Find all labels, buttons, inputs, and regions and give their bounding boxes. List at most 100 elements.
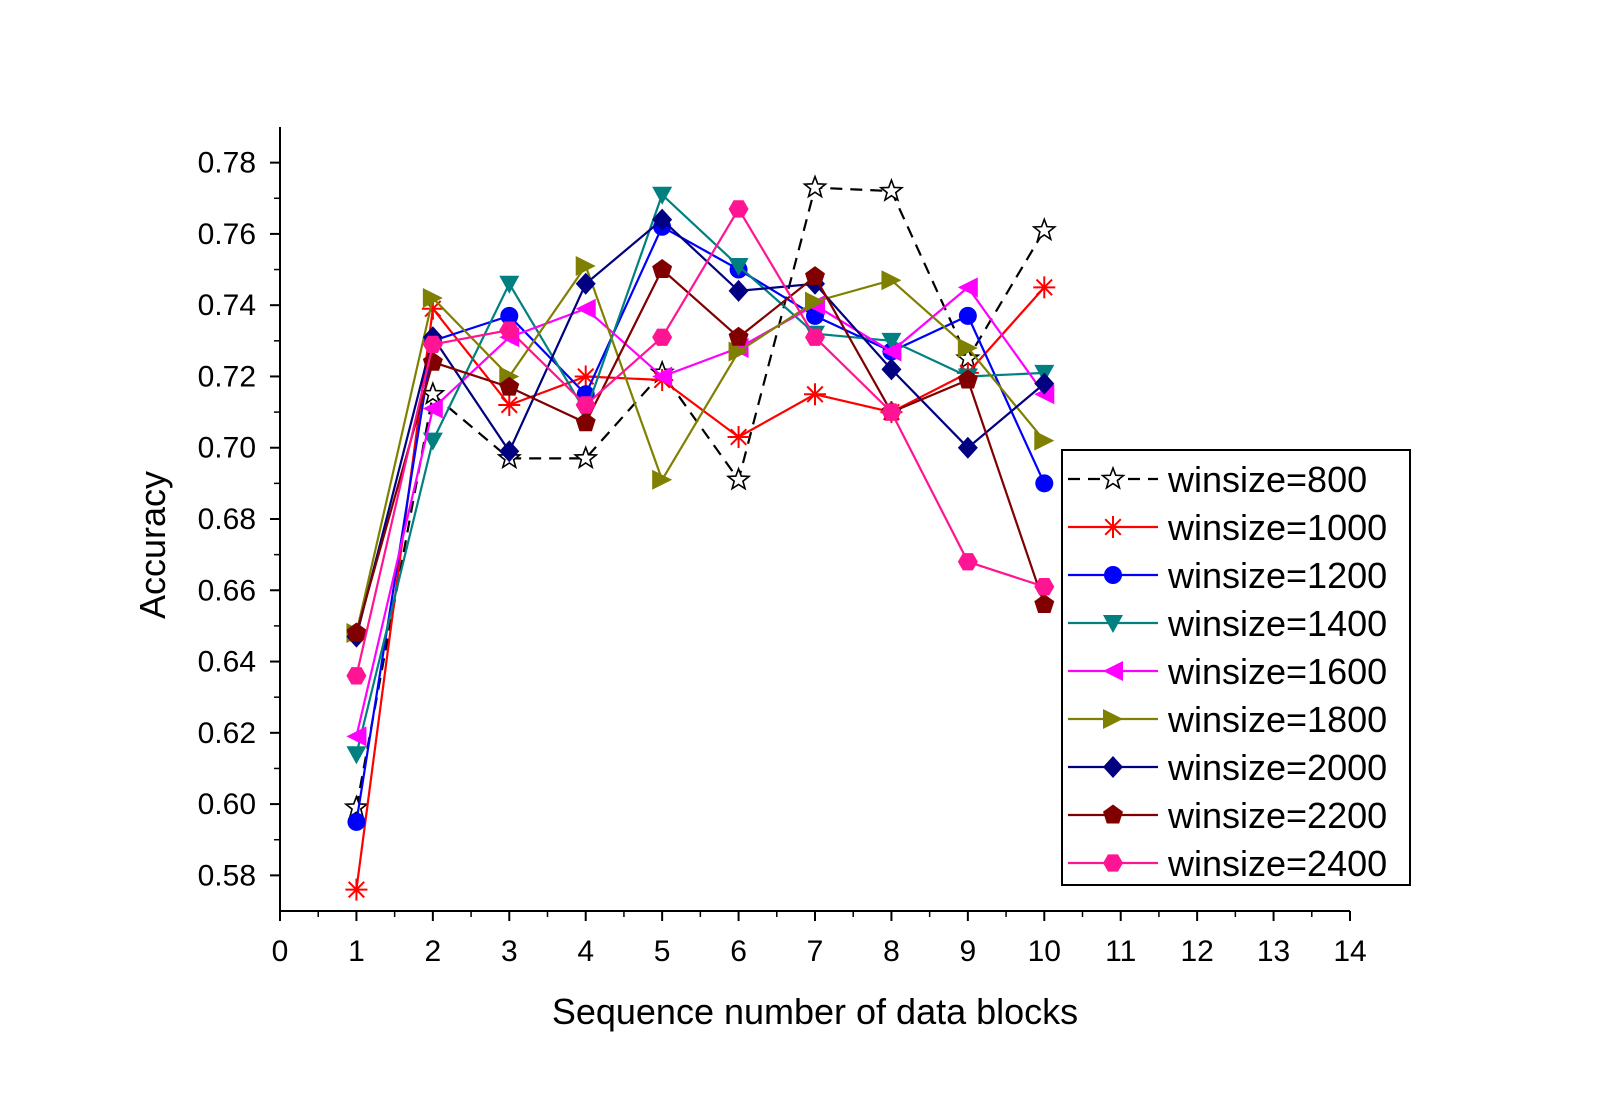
data-point (652, 469, 673, 490)
data-point (1034, 430, 1055, 451)
data-point (345, 878, 368, 901)
data-point (1034, 594, 1055, 614)
data-point (575, 396, 596, 414)
series-line (355, 225, 1046, 823)
data-point (958, 306, 977, 325)
y-tick-label: 0.72 (198, 360, 256, 393)
legend-label: winsize=2000 (1167, 747, 1387, 788)
data-point (881, 341, 902, 362)
legend-item: winsize=2200 (1068, 795, 1387, 836)
y-tick-label: 0.74 (198, 289, 256, 322)
legend-item: winsize=1600 (1068, 651, 1387, 692)
data-point (957, 553, 978, 571)
data-point (422, 335, 443, 354)
data-point (652, 186, 673, 205)
data-point (728, 341, 749, 362)
x-tick-label: 4 (577, 935, 594, 968)
data-point (346, 622, 367, 642)
legend-marker (1103, 854, 1123, 872)
x-tick-label: 7 (807, 935, 824, 968)
x-tick-label: 12 (1180, 935, 1213, 968)
data-point (575, 255, 596, 276)
data-point (498, 393, 521, 416)
x-tick-label: 10 (1028, 935, 1061, 968)
legend-item: winsize=1000 (1068, 507, 1387, 548)
y-tick-label: 0.68 (198, 503, 256, 536)
legend-marker (1103, 615, 1123, 633)
data-point (957, 277, 978, 298)
data-point (500, 306, 519, 325)
x-tick-label: 2 (425, 935, 442, 968)
data-point (1034, 578, 1055, 596)
series-winsize-2200 (346, 259, 1055, 642)
x-tick-label: 0 (272, 935, 289, 968)
data-point (728, 326, 749, 346)
legend-marker (1103, 661, 1123, 681)
y-tick-label: 0.76 (198, 218, 256, 251)
series-line (355, 218, 1046, 637)
x-tick-label: 5 (654, 935, 671, 968)
series-line (355, 192, 1045, 755)
legend-marker (1103, 804, 1123, 824)
y-tick-label: 0.78 (198, 147, 256, 180)
data-point (805, 291, 825, 312)
data-point (499, 321, 520, 339)
legend-item: winsize=2000 (1068, 747, 1387, 788)
data-point (575, 272, 596, 295)
series-line (355, 206, 1045, 677)
data-point (346, 726, 367, 747)
data-point (804, 383, 826, 406)
legend-label: winsize=1800 (1167, 699, 1387, 740)
data-point (727, 426, 750, 449)
data-point (1035, 474, 1054, 493)
series-winsize-2000 (346, 208, 1055, 648)
x-tick-label: 1 (348, 935, 365, 968)
data-point (422, 398, 443, 419)
series-layer (343, 174, 1057, 901)
series-line (355, 286, 1046, 890)
data-point (499, 376, 520, 396)
x-tick-label: 8 (883, 935, 900, 968)
legend: winsize=800 winsize=1000 winsize=1200 winsi… (1061, 449, 1411, 886)
series-line (355, 186, 1046, 808)
data-point (805, 328, 825, 346)
y-tick-label: 0.66 (198, 574, 256, 607)
legend-item: winsize=2400 (1068, 843, 1387, 884)
data-point (725, 466, 752, 491)
data-point (957, 369, 978, 389)
legend-marker (1103, 756, 1123, 778)
series-line (355, 285, 1046, 737)
x-tick-label: 6 (730, 935, 747, 968)
data-point (575, 412, 596, 432)
legend-item: winsize=1200 (1068, 555, 1387, 596)
data-point (343, 794, 370, 819)
data-point (573, 445, 599, 470)
y-tick-label: 0.62 (198, 717, 256, 750)
data-point (499, 440, 520, 463)
legend-label: winsize=800 (1167, 459, 1367, 500)
data-point (347, 812, 366, 831)
legend-label: winsize=1200 (1167, 555, 1387, 596)
legend-label: winsize=2200 (1167, 795, 1387, 836)
y-tick-label: 0.58 (198, 859, 256, 892)
x-tick-label: 13 (1257, 935, 1290, 968)
y-tick-label: 0.60 (198, 788, 256, 821)
data-point (1031, 217, 1057, 242)
data-point (652, 328, 673, 346)
data-point (652, 259, 673, 279)
data-point (881, 332, 902, 351)
data-point (1033, 276, 1056, 299)
data-point (499, 275, 520, 294)
data-point (957, 436, 978, 459)
x-axis-title: Sequence number of data blocks (552, 991, 1078, 1032)
x-tick-label: 14 (1333, 935, 1366, 968)
axes: 0.58 0.60 0.62 0.64 0.66 0.68 0.70 0.72 0.74 0.76… (198, 127, 1367, 968)
data-point (422, 432, 443, 451)
legend-item: winsize=1400 (1068, 603, 1387, 644)
x-tick-label: 3 (501, 935, 518, 968)
series-winsize-1000 (345, 276, 1056, 901)
data-point (1034, 372, 1055, 395)
legend-marker (1102, 516, 1124, 538)
data-point (802, 174, 828, 199)
